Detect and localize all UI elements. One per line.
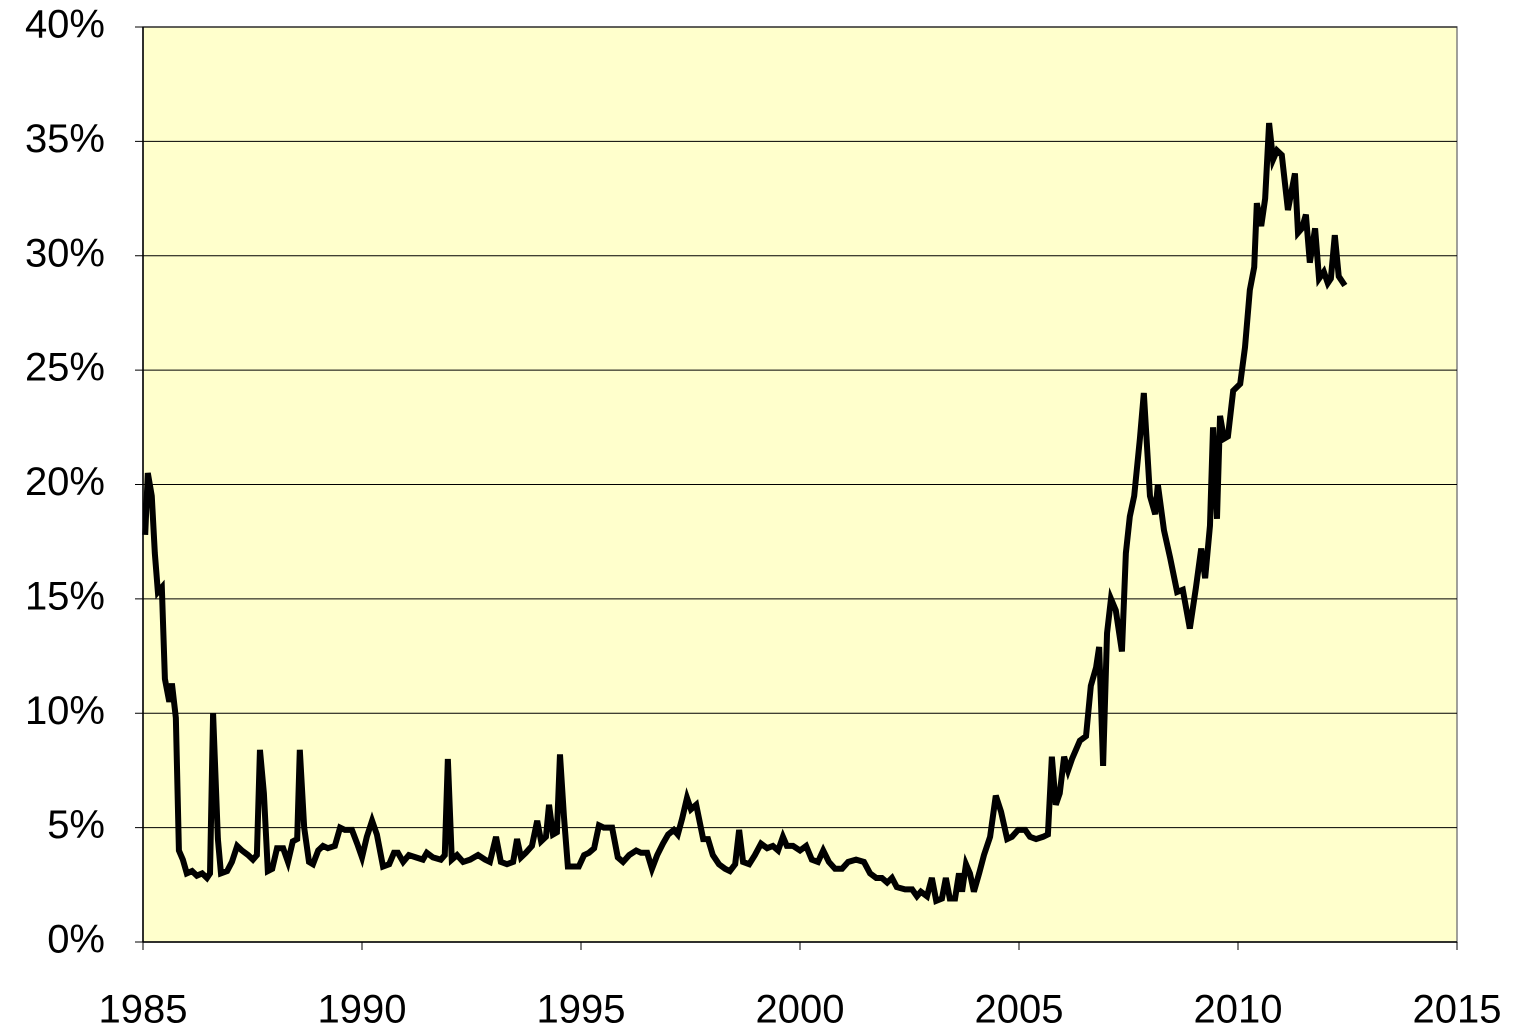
y-tick-label: 30% — [25, 231, 105, 275]
y-tick-label: 0% — [47, 918, 105, 962]
x-tick-label: 2015 — [1413, 988, 1502, 1032]
y-tick-label: 25% — [25, 346, 105, 390]
x-tick-label: 2010 — [1194, 988, 1283, 1032]
x-tick-label: 2000 — [756, 988, 845, 1032]
y-tick-label: 40% — [25, 3, 105, 47]
y-tick-label: 5% — [47, 803, 105, 847]
y-tick-label: 35% — [25, 117, 105, 161]
y-tick-label: 15% — [25, 574, 105, 618]
data-line — [142, 122, 1348, 905]
y-tick-label: 10% — [25, 689, 105, 733]
x-tick-label: 1995 — [537, 988, 626, 1032]
x-tick-label: 2005 — [975, 988, 1064, 1032]
y-tick-label: 20% — [25, 460, 105, 504]
x-tick-label: 1985 — [99, 988, 188, 1032]
x-tick-label: 1990 — [318, 988, 407, 1032]
